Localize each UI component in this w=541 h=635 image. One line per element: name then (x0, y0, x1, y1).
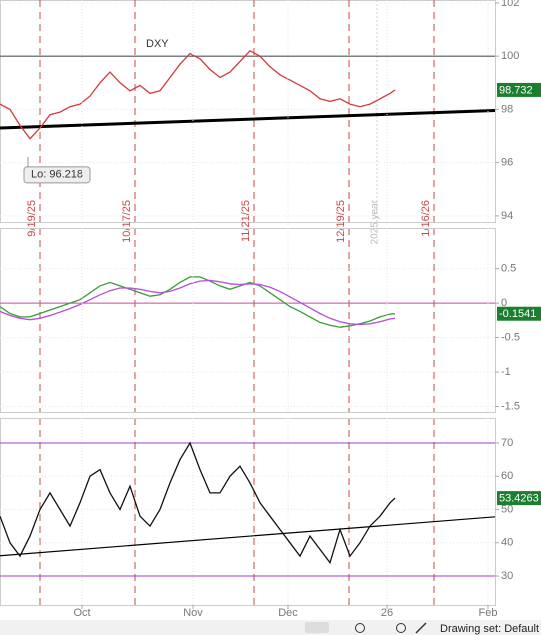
date-marker-label: 12/19/25 (335, 200, 347, 243)
x-tick-label: Feb (479, 607, 498, 619)
series-line (0, 441, 396, 565)
x-tick-label: Dec (278, 607, 298, 619)
y-tick-label: 0.5 (501, 263, 516, 275)
series-line (0, 276, 396, 328)
year-marker-label: 2025 year (370, 199, 381, 244)
date-marker-label: 10/17/25 (121, 200, 133, 243)
last-value-label: 53.4263 (499, 493, 539, 505)
last-value-label: -0.1541 (499, 308, 536, 320)
x-tick-label: 26 (381, 607, 393, 619)
last-value-label: 98.732 (499, 84, 533, 96)
low-box (23, 166, 91, 184)
toolbar (0, 620, 541, 635)
panel-frame (0, 418, 496, 606)
x-tick-label: Nov (183, 607, 203, 619)
last-value-tag (497, 306, 541, 321)
scroll-button[interactable] (305, 622, 329, 633)
y-tick-label: 102 (501, 0, 519, 9)
y-tick-label: 100 (501, 50, 519, 62)
panel-frame (0, 228, 496, 413)
series-line (0, 279, 396, 326)
date-marker-label: 11/21/25 (240, 200, 252, 242)
toolbar-icons[interactable] (305, 622, 427, 634)
series-line (0, 49, 396, 140)
crosshair-icon[interactable] (396, 623, 406, 633)
y-tick-label: 96 (501, 157, 513, 169)
y-tick-label: -1 (501, 366, 511, 378)
date-marker-label: 9/19/25 (26, 200, 38, 237)
y-tick-label: -0.5 (501, 331, 520, 343)
y-tick-label: 0 (501, 297, 507, 309)
last-value-tag (497, 491, 541, 506)
low-label: Lo: 96.218 (31, 169, 83, 181)
y-tick-label: 30 (501, 570, 513, 582)
drawing-set-label[interactable]: Drawing set: Default (440, 623, 539, 635)
y-tick-label: 50 (501, 503, 513, 515)
panel-frame (0, 0, 496, 223)
y-tick-label: 70 (501, 437, 513, 449)
trendline (0, 108, 496, 130)
y-tick-label: 40 (501, 537, 513, 549)
last-value-tag (497, 82, 541, 97)
y-tick-label: 94 (501, 210, 513, 222)
y-tick-label: 60 (501, 470, 513, 482)
trendline (0, 516, 496, 557)
date-marker-label: 1/16/26 (420, 200, 432, 237)
zoom-icon[interactable] (355, 623, 365, 633)
draw-icon[interactable] (415, 622, 427, 634)
y-tick-label: 98 (501, 103, 513, 115)
x-tick-label: Oct (73, 607, 90, 619)
y-tick-label: -1.5 (501, 400, 520, 412)
chart-title: DXY (146, 38, 169, 50)
